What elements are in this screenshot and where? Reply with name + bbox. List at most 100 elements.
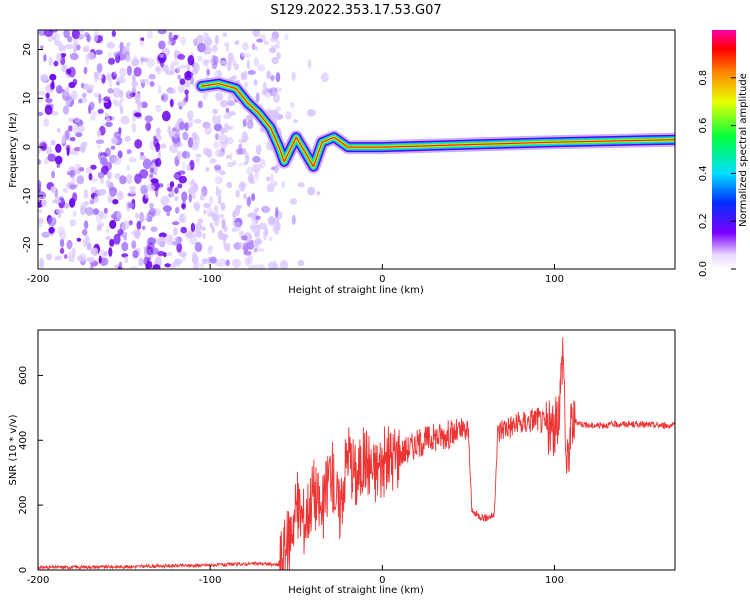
- noise-blob: [75, 132, 83, 138]
- noise-blob: [72, 78, 78, 86]
- noise-blob: [164, 263, 171, 268]
- noise-blob: [203, 202, 212, 209]
- noise-blob: [223, 42, 230, 47]
- noise-blob: [113, 233, 121, 245]
- noise-blob: [200, 191, 205, 198]
- noise-blob: [192, 183, 199, 193]
- noise-blob: [238, 143, 243, 150]
- noise-blob: [271, 263, 280, 269]
- noise-blob: [71, 247, 76, 258]
- noise-blob: [177, 101, 186, 106]
- noise-blob: [106, 228, 110, 234]
- noise-blob: [194, 241, 203, 253]
- noise-blob: [251, 193, 256, 202]
- noise-blob: [88, 173, 93, 181]
- noise-blob: [209, 196, 214, 205]
- noise-blob: [281, 180, 285, 188]
- noise-blob: [196, 34, 204, 44]
- noise-blob: [223, 226, 228, 232]
- snr-y-axis-label: SNR (10 * v/v): [8, 414, 19, 485]
- colorbar-gradient: [712, 30, 736, 269]
- noise-blob: [276, 52, 281, 59]
- noise-blob: [145, 260, 153, 269]
- noise-blob: [69, 149, 77, 155]
- noise-blob: [209, 158, 217, 164]
- noise-blob: [257, 64, 266, 72]
- noise-blob: [133, 67, 142, 77]
- noise-blob: [187, 110, 194, 120]
- noise-blob: [157, 149, 162, 160]
- noise-blob: [236, 40, 240, 45]
- noise-blob: [255, 144, 262, 155]
- noise-blob: [134, 139, 143, 149]
- noise-blob: [291, 214, 296, 225]
- noise-blob: [142, 225, 146, 230]
- noise-blob: [158, 232, 167, 238]
- noise-blob: [172, 221, 180, 226]
- noise-blob: [176, 236, 183, 244]
- noise-blob: [258, 222, 268, 230]
- noise-blob: [61, 64, 68, 73]
- noise-blob: [275, 206, 279, 218]
- noise-blob: [244, 152, 249, 162]
- noise-blob: [144, 192, 149, 199]
- noise-blob: [149, 167, 155, 174]
- noise-blob: [202, 258, 208, 265]
- noise-blob: [85, 207, 94, 216]
- noise-blob: [253, 248, 258, 253]
- noise-blob: [269, 47, 277, 54]
- noise-blob: [206, 69, 210, 76]
- noise-blob: [155, 104, 162, 113]
- noise-blob: [242, 242, 249, 254]
- noise-blob: [72, 124, 79, 134]
- noise-blob: [154, 157, 162, 167]
- noise-blob: [99, 178, 105, 185]
- noise-blob: [39, 141, 48, 152]
- noise-blob: [127, 202, 135, 209]
- noise-blob: [140, 57, 149, 63]
- noise-blob: [38, 191, 47, 200]
- noise-blob: [178, 251, 188, 258]
- noise-blob: [103, 207, 108, 214]
- noise-blob: [172, 134, 180, 139]
- noise-blob: [213, 164, 222, 171]
- noise-blob: [184, 230, 194, 239]
- noise-blob: [214, 133, 219, 141]
- noise-blob: [126, 90, 132, 95]
- noise-blob: [123, 235, 128, 241]
- noise-blob: [111, 71, 117, 80]
- noise-blob: [234, 217, 243, 228]
- noise-blob: [248, 225, 254, 230]
- noise-blob: [75, 163, 81, 170]
- noise-blob: [225, 154, 231, 159]
- noise-blob: [227, 95, 231, 101]
- noise-blob: [307, 186, 316, 196]
- noise-blob: [133, 229, 141, 240]
- noise-blob: [66, 68, 72, 75]
- noise-blob: [211, 226, 215, 234]
- noise-blob: [107, 172, 111, 178]
- noise-blob: [55, 143, 62, 153]
- noise-blob: [254, 170, 259, 181]
- noise-blob: [101, 74, 106, 84]
- noise-blob: [242, 118, 247, 128]
- snr-x-tick-label: 0: [379, 575, 385, 586]
- noise-blob: [65, 129, 70, 140]
- noise-blob: [47, 216, 57, 227]
- noise-blob: [255, 215, 261, 220]
- noise-blob: [105, 236, 112, 241]
- snr-marks: [38, 337, 675, 570]
- noise-blob: [176, 150, 182, 160]
- noise-blob: [125, 55, 132, 63]
- noise-blob: [63, 30, 70, 39]
- noise-blob: [155, 186, 159, 198]
- noise-blob: [99, 210, 104, 219]
- snr-x-tick-label: -200: [27, 575, 50, 586]
- noise-blob: [187, 137, 194, 148]
- noise-blob: [259, 158, 266, 169]
- noise-blob: [51, 80, 55, 90]
- noise-blob: [69, 52, 79, 61]
- noise-blob: [40, 74, 49, 83]
- noise-blob: [284, 33, 289, 41]
